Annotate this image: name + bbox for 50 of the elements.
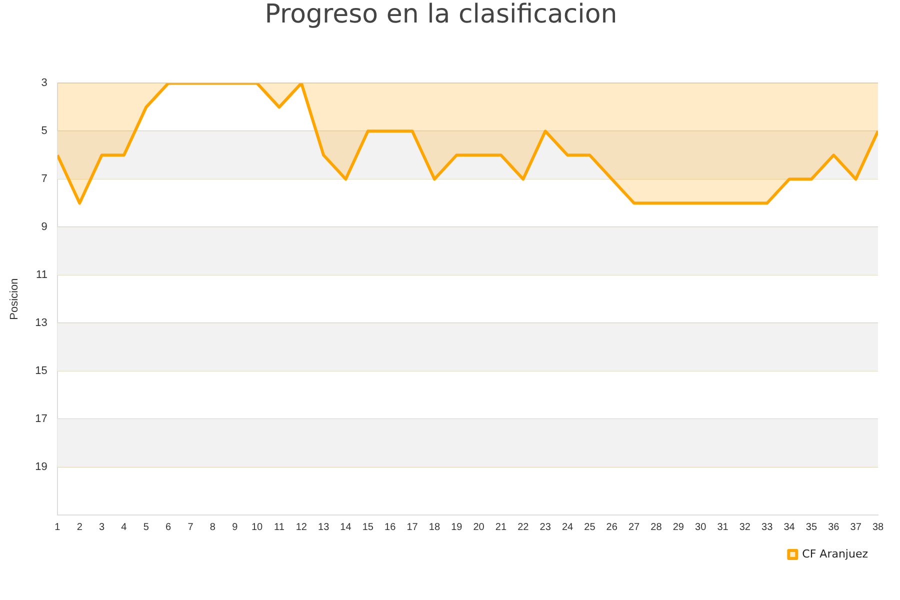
x-tick-label: 9 (232, 522, 238, 533)
x-tick-label: 1 (54, 522, 61, 533)
y-tick-label: 13 (35, 317, 48, 330)
y-tick-label: 5 (41, 125, 48, 138)
x-tick-label: 8 (210, 522, 216, 533)
x-tick-label: 15 (362, 522, 374, 533)
x-tick-label: 16 (384, 522, 396, 533)
y-tick-label: 11 (36, 269, 48, 282)
x-tick-label: 23 (540, 522, 552, 533)
x-tick-label: 13 (318, 522, 330, 533)
x-tick-label: 6 (166, 522, 172, 533)
x-tick-label: 11 (274, 522, 285, 533)
x-tick-label: 38 (872, 522, 884, 533)
x-tick-label: 34 (784, 522, 796, 533)
y-tick-label: 15 (35, 365, 48, 378)
x-tick-label: 5 (143, 522, 150, 533)
x-tick-label: 37 (850, 522, 862, 533)
x-tick-label: 33 (762, 522, 774, 533)
x-tick-label: 20 (473, 522, 485, 533)
y-tick-label: 17 (35, 413, 48, 426)
y-tick-label: 9 (41, 221, 48, 234)
x-tick-label: 35 (806, 522, 818, 533)
x-tick-label: 3 (99, 522, 106, 533)
x-tick-label: 7 (188, 522, 194, 533)
y-tick-label: 3 (41, 77, 48, 90)
x-tick-label: 29 (672, 522, 684, 533)
x-tick-label: 2 (76, 522, 83, 533)
x-tick-label: 12 (296, 522, 308, 533)
x-tick-label: 10 (251, 522, 264, 533)
x-tick-label: 36 (828, 522, 840, 533)
x-tick-label: 14 (340, 522, 352, 533)
x-tick-label: 4 (121, 522, 128, 533)
x-tick-label: 21 (495, 522, 507, 533)
x-tick-label: 30 (695, 522, 707, 533)
x-tick-label: 24 (562, 522, 574, 533)
x-tick-label: 22 (518, 522, 530, 533)
x-tick-label: 27 (628, 522, 640, 533)
y-axis-title: Posicion (8, 278, 21, 320)
x-tick-label: 31 (717, 522, 729, 533)
y-tick-label: 19 (35, 461, 48, 474)
y-tick-label: 7 (41, 173, 48, 186)
x-tick-label: 25 (584, 522, 596, 533)
x-tick-label: 26 (606, 522, 618, 533)
chart-title: Progreso en la clasificacion (264, 0, 618, 30)
x-tick-label: 32 (739, 522, 751, 533)
x-tick-label: 19 (451, 522, 463, 533)
legend-label: CF Aranjuez (802, 547, 868, 560)
x-tick-label: 17 (406, 522, 418, 533)
x-tick-label: 18 (428, 522, 440, 533)
x-tick-label: 28 (650, 522, 662, 533)
